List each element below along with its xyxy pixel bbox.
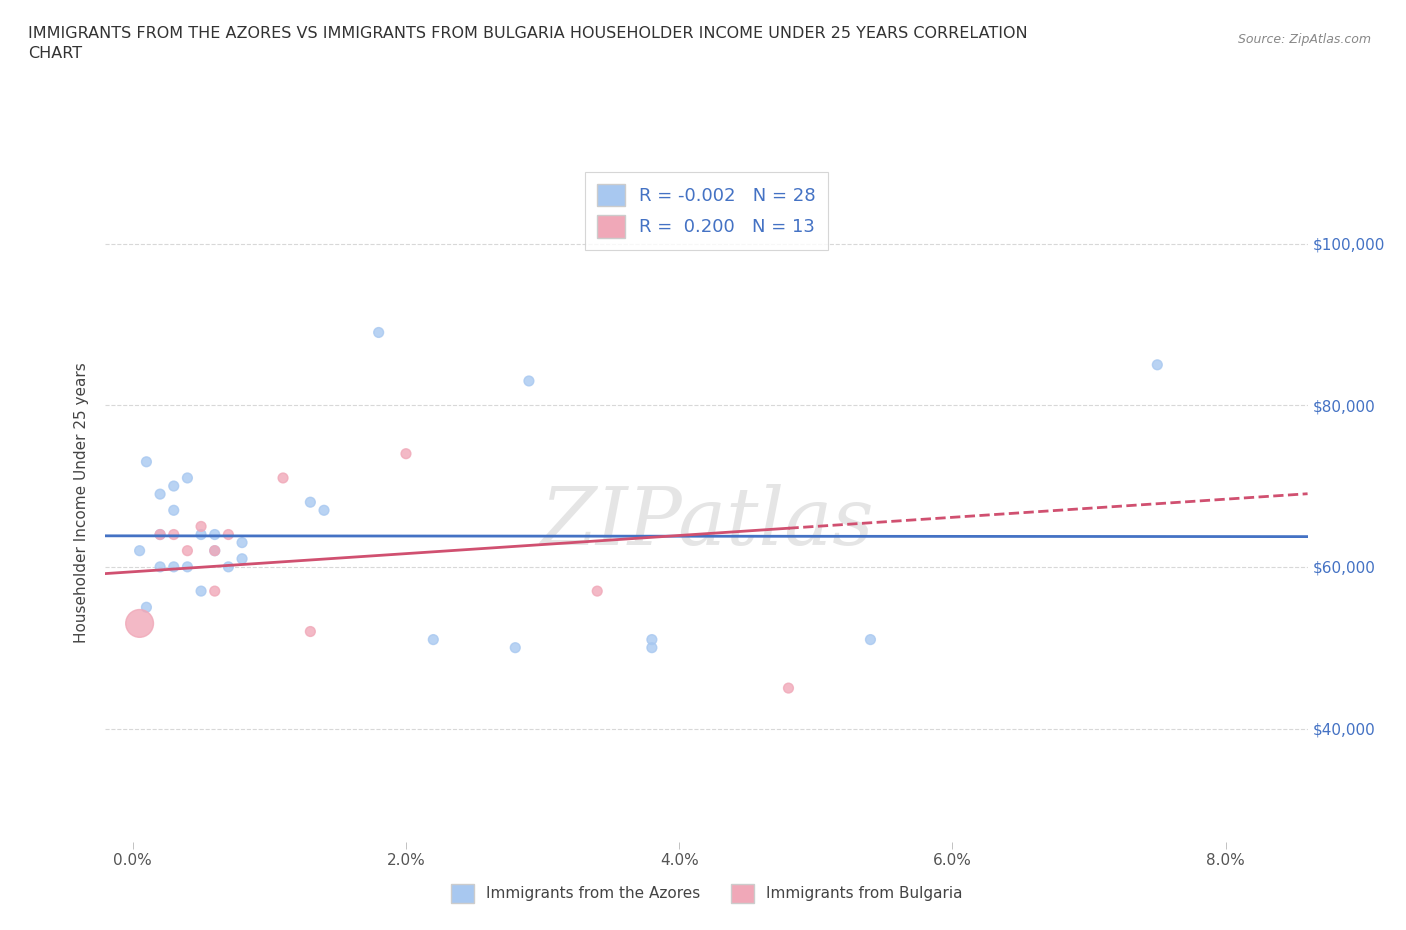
Point — [422, 632, 444, 647]
Text: Source: ZipAtlas.com: Source: ZipAtlas.com — [1237, 33, 1371, 46]
Point — [176, 471, 198, 485]
Point — [778, 681, 800, 696]
Point — [128, 543, 150, 558]
Point — [312, 503, 335, 518]
Point — [1146, 357, 1168, 372]
Point — [190, 519, 212, 534]
Point — [176, 543, 198, 558]
Point — [149, 560, 172, 575]
Point — [299, 495, 322, 510]
Point — [231, 535, 253, 550]
Point — [163, 560, 186, 575]
Point — [135, 600, 157, 615]
Point — [231, 551, 253, 566]
Text: ZIPatlas: ZIPatlas — [540, 484, 873, 562]
Point — [217, 527, 239, 542]
Point — [135, 455, 157, 470]
Point — [128, 616, 150, 631]
Point — [271, 471, 294, 485]
Point — [149, 527, 172, 542]
Legend: Immigrants from the Azores, Immigrants from Bulgaria: Immigrants from the Azores, Immigrants f… — [444, 878, 969, 909]
Point — [503, 640, 526, 655]
Point — [204, 543, 226, 558]
Text: IMMIGRANTS FROM THE AZORES VS IMMIGRANTS FROM BULGARIA HOUSEHOLDER INCOME UNDER : IMMIGRANTS FROM THE AZORES VS IMMIGRANTS… — [28, 26, 1028, 41]
Point — [176, 560, 198, 575]
Point — [517, 374, 540, 389]
Point — [204, 584, 226, 599]
Point — [190, 527, 212, 542]
Point — [149, 527, 172, 542]
Point — [190, 584, 212, 599]
Point — [367, 326, 389, 340]
Point — [641, 640, 664, 655]
Point — [149, 486, 172, 501]
Point — [163, 479, 186, 494]
Text: CHART: CHART — [28, 46, 82, 61]
Point — [204, 527, 226, 542]
Point — [299, 624, 322, 639]
Point — [163, 503, 186, 518]
Point — [641, 632, 664, 647]
Point — [163, 527, 186, 542]
Y-axis label: Householder Income Under 25 years: Householder Income Under 25 years — [75, 362, 90, 643]
Point — [217, 560, 239, 575]
Point — [204, 543, 226, 558]
Point — [395, 446, 418, 461]
Point — [586, 584, 609, 599]
Point — [859, 632, 882, 647]
